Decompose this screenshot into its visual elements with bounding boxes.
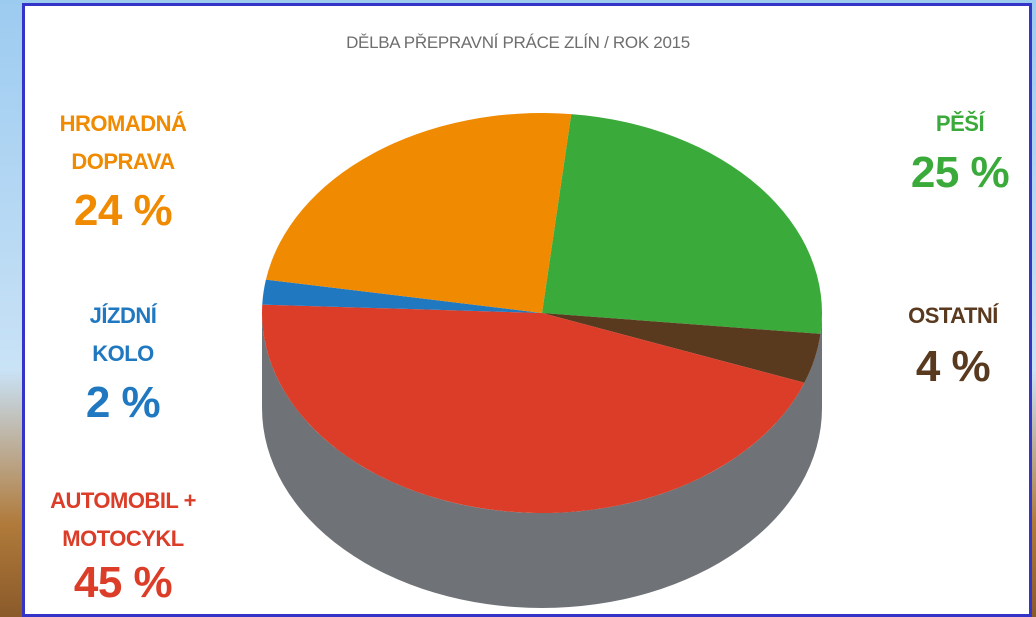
value-label: 25 % [855,148,1036,198]
chart-title: DĚLBA PŘEPRAVNÍ PRÁCE ZLÍN / ROK 2015 [0,33,1036,53]
category-label: AUTOMOBIL + MOTOCYKL [18,482,228,558]
category-label: HROMADNÁ DOPRAVA [33,105,213,181]
value-label: 45 % [18,558,228,608]
category-label: JÍZDNÍ KOLO [58,297,188,373]
category-label: OSTATNÍ [848,297,1036,335]
pie-slice [266,113,571,313]
page: DĚLBA PŘEPRAVNÍ PRÁCE ZLÍN / ROK 2015 ((… [0,0,1036,617]
pie-slice [542,114,822,334]
category-label: PĚŠÍ [855,105,1036,143]
value-label: 2 % [18,378,228,428]
value-label: 24 % [18,186,228,236]
value-label: 4 % [848,342,1036,392]
